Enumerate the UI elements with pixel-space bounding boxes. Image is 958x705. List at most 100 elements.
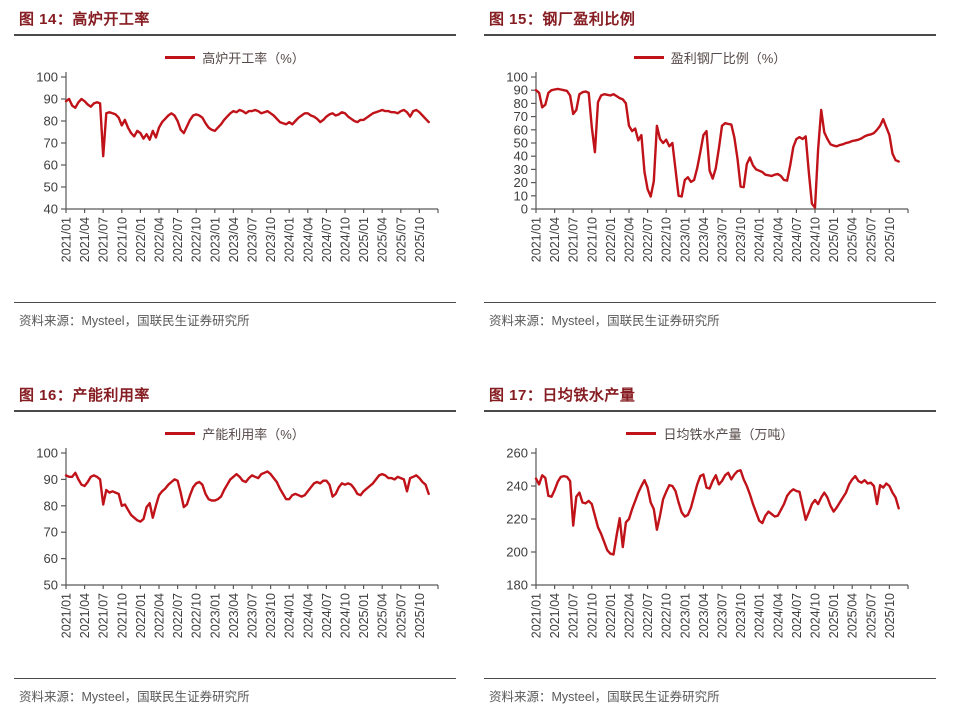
source-note: 资料来源：Mysteel，国联民生证券研究所: [14, 678, 456, 705]
source-note: 资料来源：Mysteel，国联民生证券研究所: [484, 302, 936, 329]
x-tick-label: 2024/10: [809, 593, 823, 638]
legend: 盈利钢厂比例（%）: [484, 49, 936, 66]
x-tick-label: 2024/01: [283, 217, 297, 262]
x-tick-label: 2021/01: [60, 217, 74, 262]
x-tick-label: 2021/07: [567, 217, 581, 262]
line-chart: 50 60 70 80 90 100 2021/01 2021/04 2021/07 2021/1…: [14, 443, 456, 675]
legend: 产能利用率（%）: [14, 425, 456, 442]
x-tick-label: 2022/01: [604, 593, 618, 638]
x-tick-label: 2025/10: [883, 217, 897, 262]
y-tick-label: 0: [521, 202, 528, 217]
x-tick-label: 2021/10: [585, 217, 599, 262]
x-tick-label: 2023/01: [208, 593, 222, 638]
legend-line-marker: [633, 55, 664, 59]
x-tick-label: 2024/04: [771, 593, 785, 638]
figure-blast-furnace-operating-rate: 图 14：高炉开工率 高炉开工率（%） 40 50 60 70 80 90 100 2021/…: [14, 6, 456, 329]
y-tick-label: 70: [44, 525, 58, 540]
legend-line-marker: [165, 55, 196, 59]
x-tick-label: 2022/10: [190, 217, 204, 262]
x-tick-label: 2024/07: [790, 217, 804, 262]
x-tick-label: 2022/10: [660, 593, 674, 638]
figure-title: 图 15：钢厂盈利比例: [484, 6, 936, 36]
y-tick-label: 240: [506, 479, 528, 494]
y-tick-label: 100: [506, 70, 528, 85]
x-tick-label: 2025/07: [864, 217, 878, 262]
x-tick-label: 2024/04: [771, 217, 785, 262]
x-tick-label: 2021/07: [567, 593, 581, 638]
y-tick-label: 100: [36, 70, 58, 85]
y-tick-label: 50: [44, 578, 58, 593]
x-tick-label: 2022/10: [190, 593, 204, 638]
x-tick-label: 2024/04: [301, 217, 315, 262]
x-tick-label: 2022/07: [171, 217, 185, 262]
x-tick-label: 2023/01: [208, 217, 222, 262]
data-series-line: [534, 469, 900, 556]
x-tick-label: 2025/10: [413, 593, 427, 638]
x-tick-label: 2022/10: [660, 217, 674, 262]
legend: 高炉开工率（%）: [14, 49, 456, 66]
figure-title: 图 16：产能利用率: [14, 382, 456, 412]
x-tick-label: 2022/07: [641, 217, 655, 262]
x-tick-label: 2025/01: [357, 593, 371, 638]
x-tick-label: 2024/10: [339, 593, 353, 638]
x-tick-label: 2022/01: [134, 217, 148, 262]
y-tick-label: 50: [514, 136, 528, 151]
x-tick-label: 2024/01: [753, 217, 767, 262]
x-tick-label: 2023/01: [678, 593, 692, 638]
y-tick-label: 80: [514, 96, 528, 111]
data-series-line: [64, 97, 430, 158]
y-tick-label: 80: [44, 498, 58, 513]
y-tick-label: 60: [44, 158, 58, 173]
legend: 日均铁水产量（万吨）: [484, 425, 936, 442]
data-series-line: [64, 470, 430, 523]
x-tick-label: 2024/10: [339, 217, 353, 262]
figure-capacity-utilization-rate: 图 16：产能利用率 产能利用率（%） 50 60 70 80 90 100 2021/01…: [14, 382, 456, 705]
x-tick-label: 2023/01: [678, 217, 692, 262]
y-tick-label: 220: [506, 512, 528, 527]
x-tick-label: 2021/07: [97, 217, 111, 262]
x-tick-label: 2024/04: [301, 593, 315, 638]
x-tick-label: 2024/07: [790, 593, 804, 638]
source-note: 资料来源：Mysteel，国联民生证券研究所: [484, 678, 936, 705]
chart-svg: 50 60 70 80 90 100 2021/01 2021/04 2021/07 2021/1…: [36, 446, 439, 638]
x-tick-label: 2021/04: [78, 593, 92, 638]
chart-svg: 180 200 220 240 260 2021/01 2021/04 2021/07 2021…: [506, 446, 909, 638]
x-tick-label: 2023/04: [227, 593, 241, 638]
figure-title: 图 17：日均铁水产量: [484, 382, 936, 412]
x-tick-label: 2021/10: [115, 593, 129, 638]
x-tick-label: 2025/04: [376, 217, 390, 262]
x-tick-label: 2025/07: [864, 593, 878, 638]
x-tick-label: 2023/04: [697, 217, 711, 262]
x-tick-label: 2025/04: [846, 217, 860, 262]
x-tick-label: 2023/10: [264, 217, 278, 262]
y-tick-label: 260: [506, 446, 528, 461]
y-tick-label: 70: [514, 109, 528, 124]
y-tick-label: 90: [44, 472, 58, 487]
legend-line-marker: [165, 431, 196, 435]
y-tick-label: 80: [44, 114, 58, 129]
x-tick-label: 2025/01: [827, 217, 841, 262]
x-tick-label: 2024/07: [320, 217, 334, 262]
line-chart: 0 10 20 30 40 50 60 70 80 90 100 2021/01 2021/04 2021…: [484, 67, 936, 299]
y-tick-label: 60: [44, 551, 58, 566]
x-tick-label: 2021/01: [530, 593, 544, 638]
y-tick-label: 40: [44, 202, 58, 217]
x-tick-label: 2022/01: [134, 593, 148, 638]
x-tick-label: 2021/04: [78, 217, 92, 262]
figure-steel-mill-profit-ratio: 图 15：钢厂盈利比例 盈利钢厂比例（%） 0 10 20 30 40 50 60 70 80 9…: [484, 6, 936, 329]
x-tick-label: 2021/01: [530, 217, 544, 262]
y-tick-label: 20: [514, 175, 528, 190]
x-tick-label: 2021/04: [548, 593, 562, 638]
x-tick-label: 2022/04: [623, 593, 637, 638]
legend-line-marker: [626, 431, 657, 435]
legend-label: 盈利钢厂比例（%）: [670, 50, 787, 66]
figure-daily-hot-metal-output: 图 17：日均铁水产量 日均铁水产量（万吨） 180 200 220 240 260 20…: [484, 382, 936, 705]
y-tick-label: 10: [514, 188, 528, 203]
x-tick-label: 2021/07: [97, 593, 111, 638]
y-tick-label: 70: [44, 136, 58, 151]
x-tick-label: 2025/04: [846, 593, 860, 638]
x-tick-label: 2025/10: [883, 593, 897, 638]
x-tick-label: 2021/04: [548, 217, 562, 262]
